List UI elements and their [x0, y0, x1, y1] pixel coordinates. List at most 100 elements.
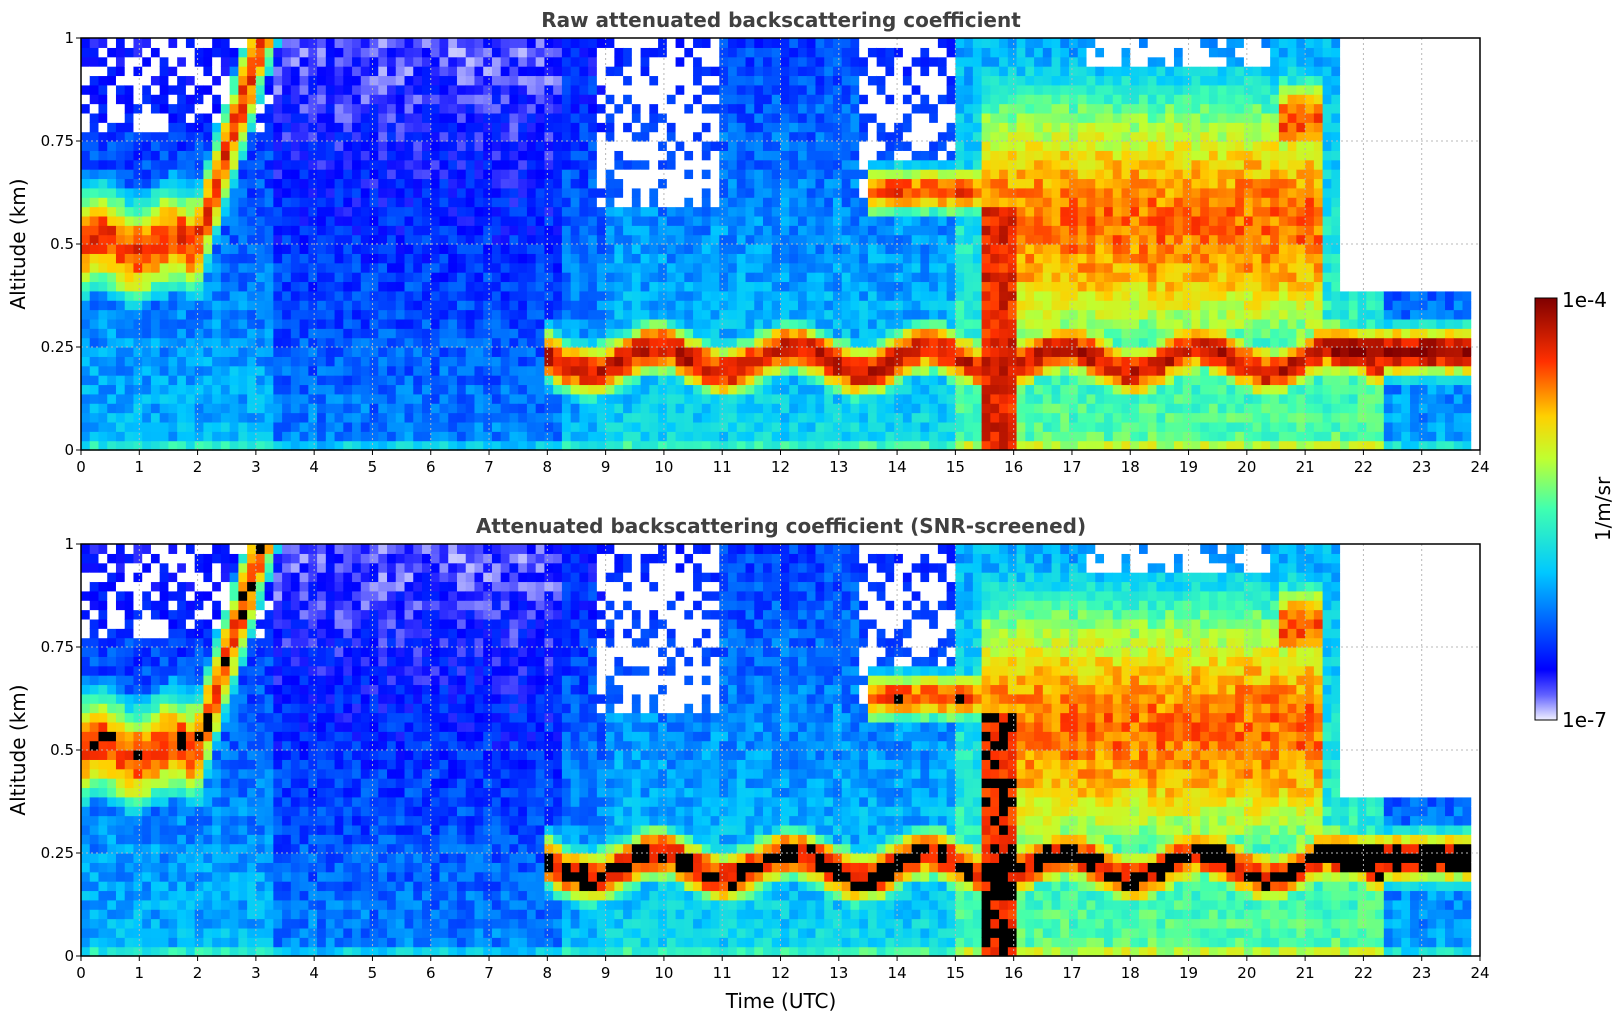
heatmap-cell [491, 169, 502, 180]
heatmap-cell [544, 328, 554, 339]
heatmap-cell [675, 375, 685, 386]
heatmap-cell [780, 56, 790, 67]
heatmap-cell [115, 122, 126, 133]
heatmap-cell [317, 141, 327, 151]
heatmap-cell [614, 234, 624, 245]
heatmap-cell [282, 253, 292, 264]
heatmap-cell [946, 281, 956, 292]
heatmap-cell [290, 431, 301, 442]
heatmap-cell [124, 122, 135, 133]
heatmap-cell [815, 253, 825, 264]
heatmap-cell [666, 38, 677, 48]
heatmap-cell [570, 84, 580, 95]
heatmap-cell [623, 309, 633, 320]
heatmap-cell [937, 178, 948, 189]
heatmap-cell [937, 347, 948, 357]
heatmap-cell [115, 253, 126, 264]
heatmap-cell [264, 281, 274, 292]
heatmap-cell [972, 318, 983, 329]
heatmap-cell [334, 375, 344, 386]
heatmap-cell [378, 169, 388, 180]
heatmap-cell [518, 206, 528, 217]
heatmap-cell [841, 84, 852, 95]
heatmap-cell [789, 94, 799, 105]
heatmap-cell [448, 318, 458, 329]
heatmap-cell [964, 103, 974, 114]
heatmap-cell [247, 47, 257, 58]
heatmap-cell [185, 38, 196, 48]
heatmap-cell [185, 75, 196, 86]
heatmap-cell [570, 393, 580, 404]
heatmap-cell [841, 38, 852, 48]
heatmap-cell [413, 38, 423, 48]
heatmap-cell [422, 47, 432, 58]
heatmap-cell [614, 94, 624, 105]
heatmap-cell [701, 84, 712, 95]
heatmap-cell [474, 365, 484, 376]
heatmap-cell [728, 309, 738, 320]
heatmap-cell [859, 290, 869, 301]
heatmap-cell [115, 440, 126, 451]
heatmap-cell [115, 290, 126, 301]
heatmap-cell [133, 431, 143, 442]
heatmap-cell [273, 225, 283, 236]
heatmap-cell [815, 215, 825, 226]
heatmap-cell [1042, 159, 1053, 170]
heatmap-cell [832, 440, 843, 451]
heatmap-cell [920, 131, 930, 142]
heatmap-cell [115, 431, 126, 442]
heatmap-cell [1007, 141, 1018, 151]
heatmap-cell [247, 122, 257, 133]
heatmap-cell [247, 309, 257, 320]
heatmap-cell [999, 300, 1009, 311]
heatmap-cell [728, 337, 738, 348]
heatmap-cell [841, 75, 852, 86]
heatmap-cell [841, 141, 852, 151]
heatmap-cell [343, 384, 353, 395]
heatmap-cell [273, 75, 283, 86]
heatmap-cell [290, 365, 301, 376]
heatmap-cell [955, 431, 965, 442]
heatmap-cell [999, 206, 1009, 217]
heatmap-cell [133, 47, 143, 58]
heatmap-cell [623, 393, 633, 404]
heatmap-cell [299, 38, 309, 48]
heatmap-cell [771, 347, 782, 357]
heatmap-cell [282, 94, 292, 105]
heatmap-cell [142, 403, 152, 414]
heatmap-cell [561, 309, 572, 320]
heatmap-cell [596, 421, 607, 432]
heatmap-cell [885, 403, 895, 414]
heatmap-cell [745, 262, 755, 273]
heatmap-cell [456, 84, 467, 95]
heatmap-cell [465, 309, 476, 320]
heatmap-cell [317, 234, 327, 245]
heatmap-cell [325, 225, 336, 236]
heatmap-cell [168, 328, 178, 339]
heatmap-cell [352, 122, 362, 133]
heatmap-cell [728, 131, 738, 142]
heatmap-cell [885, 253, 895, 264]
heatmap-cell [579, 234, 589, 245]
heatmap-cell [797, 290, 808, 301]
heatmap-cell [98, 187, 108, 198]
heatmap-cell [929, 47, 939, 58]
heatmap-cell [623, 384, 633, 395]
heatmap-cell [666, 112, 677, 123]
heatmap-cell [902, 56, 913, 67]
heatmap-cell [990, 47, 1000, 58]
heatmap-cell [1025, 290, 1035, 301]
heatmap-cell [142, 412, 152, 423]
heatmap-cell [395, 244, 406, 254]
heatmap-cell [894, 421, 904, 432]
heatmap-cell [658, 38, 668, 48]
heatmap-cell [299, 393, 309, 404]
heatmap-cell [815, 309, 825, 320]
heatmap-cell [395, 66, 406, 77]
heatmap-cell [859, 56, 869, 67]
heatmap-cell [456, 244, 467, 254]
heatmap-cell [404, 47, 414, 58]
heatmap-cell [605, 412, 615, 423]
heatmap-cell [509, 206, 519, 217]
heatmap-cell [640, 178, 650, 189]
